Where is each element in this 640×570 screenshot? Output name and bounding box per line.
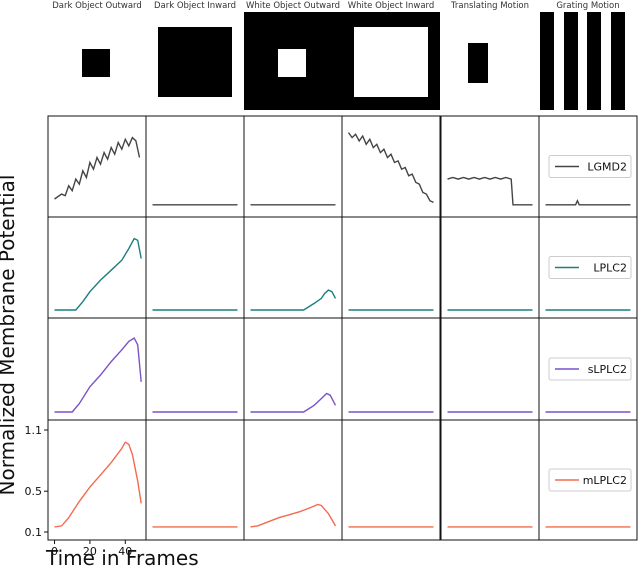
stimulus-title: White Object Inward — [348, 1, 435, 11]
panel-frame — [440, 317, 540, 421]
mlplc2-curve — [54, 441, 142, 528]
panel-frame — [538, 419, 638, 541]
axis-ticks: 0 20 40 1.1 0.5 0.1 — [25, 424, 133, 558]
panel-frame — [243, 216, 343, 319]
lgmd2-curve — [347, 132, 434, 204]
panel-frame — [243, 419, 343, 541]
stimulus-translating: Translating Motion — [441, 1, 539, 110]
grating-bar — [611, 12, 625, 110]
stimulus-white-inward: White Object Inward — [342, 1, 440, 110]
panel-frame — [341, 115, 441, 218]
stimulus-white-outward: White Object Outward — [244, 1, 342, 110]
stimulus-title: Grating Motion — [556, 1, 619, 11]
legend-box — [548, 357, 632, 381]
dark-square — [82, 49, 110, 77]
legend-box — [548, 155, 632, 178]
panel-frame — [341, 216, 441, 319]
x-axis-title: Time in Frames — [45, 546, 199, 570]
x-tick-label: 20 — [83, 545, 97, 558]
white-square — [278, 49, 306, 77]
row-mLPLC2: mLPLC2 — [47, 419, 638, 541]
x-tick-label: 40 — [118, 545, 132, 558]
stimulus-title: White Object Outward — [246, 1, 340, 11]
grating-bar — [587, 12, 601, 110]
slplc2-curve — [54, 337, 142, 413]
stimulus-row: Dark Object Outward Dark Object Inward Whi… — [48, 1, 637, 110]
y-axis-title: Normalized Membrane Potential — [0, 175, 19, 496]
panel-frame — [47, 115, 147, 218]
legend-lgmd2: LGMD2 — [548, 155, 632, 178]
slplc2-curve — [250, 392, 337, 413]
stimulus-title: Translating Motion — [450, 1, 529, 11]
panel-frame — [243, 317, 343, 421]
legend-label: mLPLC2 — [583, 474, 627, 487]
panel-frame — [243, 115, 343, 218]
lgmd2-curve — [545, 198, 631, 206]
panel-frame — [145, 419, 245, 541]
panel-frame — [341, 419, 441, 541]
legend-box — [548, 256, 632, 279]
panel-frame — [47, 317, 147, 421]
panel-frame — [145, 115, 245, 218]
panel-frame — [440, 419, 540, 541]
legend-lplc2: LPLC2 — [548, 256, 632, 279]
stimulus-grating: Grating Motion — [539, 1, 637, 110]
y-tick-label: 1.1 — [25, 424, 43, 437]
panel-frame — [440, 216, 540, 319]
legend-box — [548, 468, 632, 492]
row-sLPLC2: sLPLC2 — [47, 317, 638, 421]
row-LGMD2: LGMD2 — [47, 115, 638, 218]
stimulus-background — [441, 12, 539, 110]
white-square — [354, 27, 428, 97]
legend-mlplc2: mLPLC2 — [548, 468, 632, 492]
panel-frame — [440, 115, 540, 218]
row-LPLC2: LPLC2 — [47, 216, 638, 319]
panel-frame — [47, 216, 147, 319]
stimulus-dark-outward: Dark Object Outward — [48, 1, 146, 110]
x-tick-label: 0 — [51, 545, 58, 558]
legend-label: sLPLC2 — [588, 363, 627, 376]
stimulus-title: Dark Object Outward — [52, 1, 142, 11]
y-tick-label: 0.5 — [25, 485, 43, 498]
legend-label: LGMD2 — [587, 161, 627, 174]
stimulus-title: Dark Object Inward — [154, 1, 236, 11]
dark-square — [158, 27, 232, 97]
panel-frame — [47, 419, 147, 541]
legend-label: LPLC2 — [593, 262, 627, 275]
stimulus-dark-inward: Dark Object Inward — [146, 1, 244, 110]
lgmd2-curve — [54, 136, 141, 200]
y-tick-label: 0.1 — [25, 526, 43, 539]
panel-frame — [145, 216, 245, 319]
panel-frame — [145, 317, 245, 421]
moving-bar — [468, 43, 488, 83]
legend-slplc2: sLPLC2 — [548, 357, 632, 381]
lplc2-curve — [250, 289, 337, 311]
mlplc2-curve — [250, 503, 337, 528]
grating-bar — [564, 12, 578, 110]
grating-bar — [540, 12, 554, 110]
lplc2-curve — [54, 237, 142, 311]
lgmd2-curve — [447, 176, 533, 206]
panel-frame — [341, 317, 441, 421]
response-grid: LGMD2 LPLC2 sLPLC2 mLPLC2 — [47, 115, 638, 541]
